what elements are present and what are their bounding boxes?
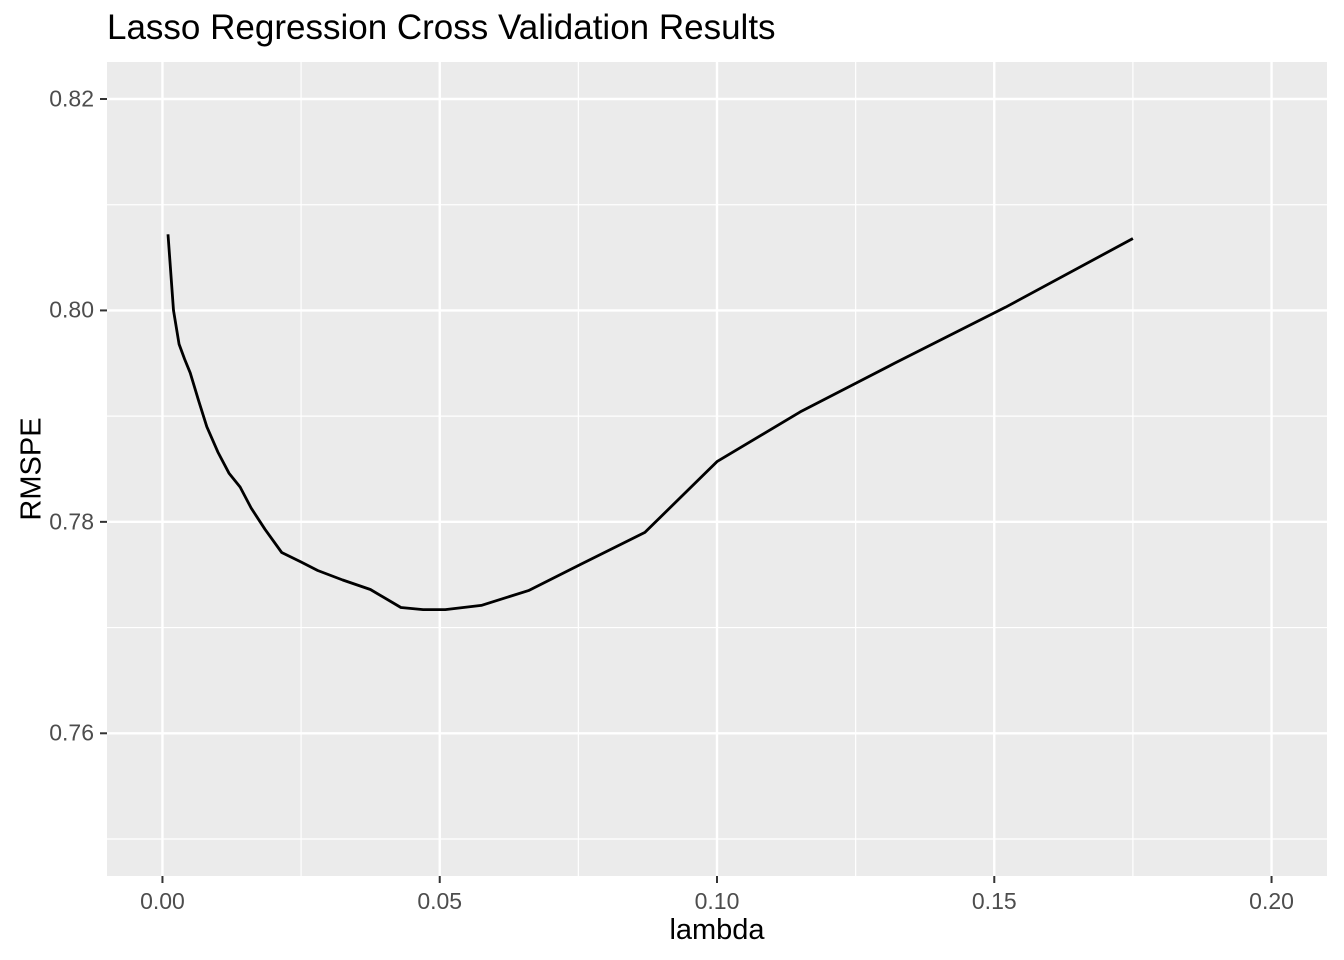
y-tick-label: 0.78: [49, 508, 94, 535]
x-tick-label: 0.05: [417, 888, 463, 914]
chart-title: Lasso Regression Cross Validation Result…: [107, 8, 776, 47]
x-tick-label: 0.00: [140, 888, 185, 914]
x-tick-label: 0.10: [694, 888, 740, 914]
y-tick-label: 0.76: [49, 719, 94, 746]
y-tick-label: 0.80: [49, 296, 94, 323]
x-tick-label: 0.20: [1249, 888, 1294, 914]
x-axis-title: lambda: [669, 914, 765, 946]
series-line: [166, 234, 1134, 611]
x-tick-label: 0.15: [971, 888, 1017, 914]
y-tick-label: 0.82: [49, 85, 94, 112]
y-axis-title-text: RMSPE: [15, 417, 48, 521]
